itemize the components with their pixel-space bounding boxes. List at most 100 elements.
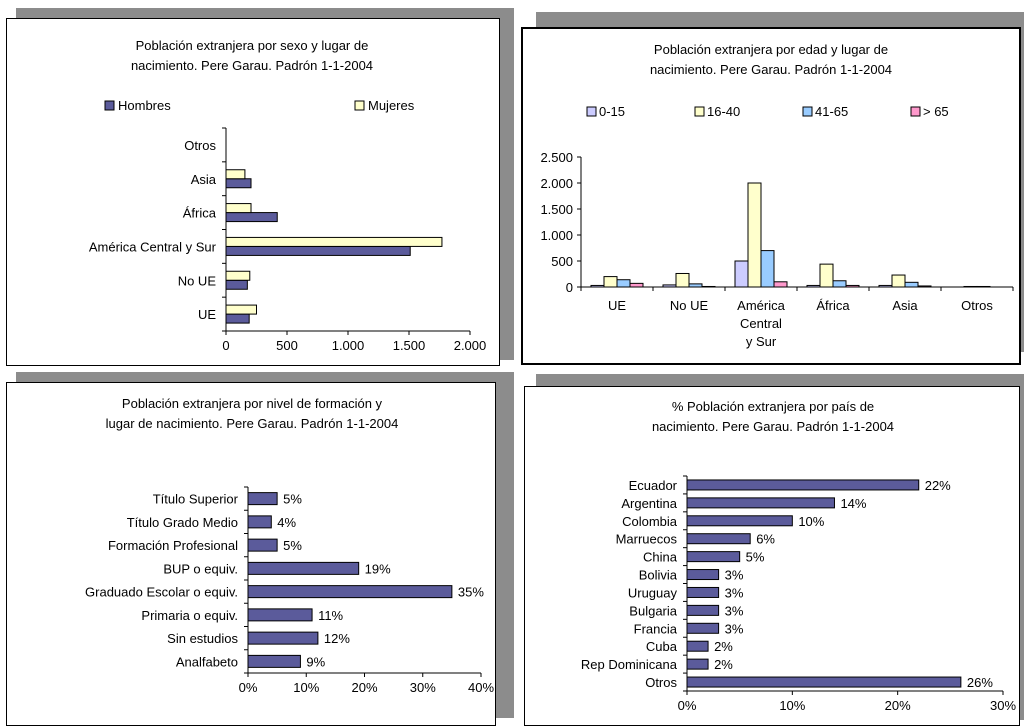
bar xyxy=(675,272,690,288)
y-tick-label: 2.500 xyxy=(540,150,573,165)
data-label: 5% xyxy=(283,538,302,553)
data-label: 12% xyxy=(324,631,350,646)
bar xyxy=(225,236,443,247)
chart-formacion: Población extranjera por nivel de formac… xyxy=(85,396,494,695)
x-tick-label: 500 xyxy=(276,338,298,353)
bar xyxy=(686,676,962,688)
x-tick-label: 30% xyxy=(990,698,1016,713)
bar xyxy=(963,285,978,288)
bar xyxy=(225,304,257,315)
category-label: Rep Dominicana xyxy=(581,657,678,672)
data-label: 3% xyxy=(725,568,744,583)
data-label: 5% xyxy=(746,550,765,565)
chart-title: nacimiento. Pere Garau. Padrón 1-1-2004 xyxy=(652,419,894,434)
chart-panel-formacion: Población extranjera por nivel de formac… xyxy=(6,382,496,726)
y-tick-label: 1.000 xyxy=(540,228,573,243)
legend-swatch xyxy=(104,100,115,111)
bar xyxy=(686,569,720,581)
category-label: América Central y Sur xyxy=(89,239,217,254)
bar xyxy=(603,276,618,288)
bar xyxy=(917,285,932,288)
chart-title: Población extranjera por edad y lugar de xyxy=(654,42,888,57)
bar xyxy=(662,284,677,288)
bar xyxy=(773,281,788,288)
bar xyxy=(247,608,313,622)
category-label: África xyxy=(183,206,217,221)
category-label: Otros xyxy=(184,138,216,153)
x-tick-label: 10% xyxy=(293,680,319,695)
data-label: 3% xyxy=(725,621,744,636)
category-label: China xyxy=(643,550,678,565)
x-tick-label: 1.500 xyxy=(393,338,426,353)
category-label: Marruecos xyxy=(616,532,678,547)
bar xyxy=(688,283,703,288)
category-label: Francia xyxy=(634,621,678,636)
x-tick-label: 0% xyxy=(239,680,258,695)
category-label: Cuba xyxy=(646,639,678,654)
x-tick-label: 30% xyxy=(410,680,436,695)
bar xyxy=(616,279,631,288)
bar xyxy=(701,285,716,288)
category-label: Colombia xyxy=(622,514,678,529)
chart-title: lugar de nacimiento. Pere Garau. Padrón … xyxy=(106,416,399,431)
chart-title: nacimiento. Pere Garau. Padrón 1-1-2004 xyxy=(650,62,892,77)
bar xyxy=(225,178,252,189)
bar xyxy=(225,270,251,281)
category-label: No UE xyxy=(178,273,217,288)
category-label: Formación Profesional xyxy=(108,538,238,553)
data-label: 11% xyxy=(318,608,343,623)
data-label: 2% xyxy=(714,639,733,654)
chart-edad: Población extranjera por edad y lugar de… xyxy=(540,42,1014,349)
legend-label: 41-65 xyxy=(815,104,848,119)
chart-pais: % Población extranjera por país de nacimi… xyxy=(581,399,1017,713)
x-tick-label: 10% xyxy=(779,698,805,713)
category-label: y Sur xyxy=(746,334,777,349)
bar xyxy=(734,260,749,288)
x-tick-label: 20% xyxy=(351,680,377,695)
category-label: Graduado Escolar o equiv. xyxy=(85,585,238,600)
category-label: Otros xyxy=(645,675,677,690)
bar xyxy=(629,282,644,288)
bar xyxy=(247,492,278,506)
category-label: No UE xyxy=(670,298,709,313)
x-tick-label: 1.000 xyxy=(332,338,365,353)
bar xyxy=(760,250,775,288)
category-label: Central xyxy=(740,316,782,331)
x-tick-label: 2.000 xyxy=(454,338,487,353)
x-tick-label: 40% xyxy=(468,680,494,695)
category-label: Analfabeto xyxy=(176,654,238,669)
bar xyxy=(686,640,709,652)
bar xyxy=(686,622,720,634)
chart-panel-pais: % Población extranjera por país de nacimi… xyxy=(524,386,1020,726)
bar xyxy=(806,284,821,288)
category-label: Sin estudios xyxy=(167,631,238,646)
bar xyxy=(686,604,720,616)
bar xyxy=(686,533,751,545)
bar xyxy=(225,245,411,256)
bar xyxy=(686,586,720,598)
category-label: Uruguay xyxy=(628,585,678,600)
bar xyxy=(247,538,278,552)
category-label: Bolivia xyxy=(639,568,678,583)
category-label: UE xyxy=(608,298,626,313)
category-label: Primaria o equiv. xyxy=(141,608,238,623)
data-label: 22% xyxy=(925,478,951,493)
bar xyxy=(878,284,893,288)
data-label: 3% xyxy=(725,585,744,600)
data-label: 35% xyxy=(458,585,484,600)
category-label: Bulgaria xyxy=(629,603,677,618)
bar xyxy=(686,551,741,563)
bar xyxy=(225,279,248,290)
data-label: 26% xyxy=(967,675,993,690)
x-tick-label: 20% xyxy=(885,698,911,713)
bar xyxy=(247,561,360,575)
data-label: 14% xyxy=(840,496,866,511)
category-label: Asia xyxy=(191,172,217,187)
chart-title: Población extranjera por nivel de formac… xyxy=(122,396,383,411)
bar xyxy=(686,497,835,509)
bar xyxy=(976,285,991,288)
category-label: Asia xyxy=(892,298,918,313)
legend-label: 0-15 xyxy=(599,104,625,119)
bar xyxy=(686,515,793,527)
category-label: Otros xyxy=(961,298,993,313)
